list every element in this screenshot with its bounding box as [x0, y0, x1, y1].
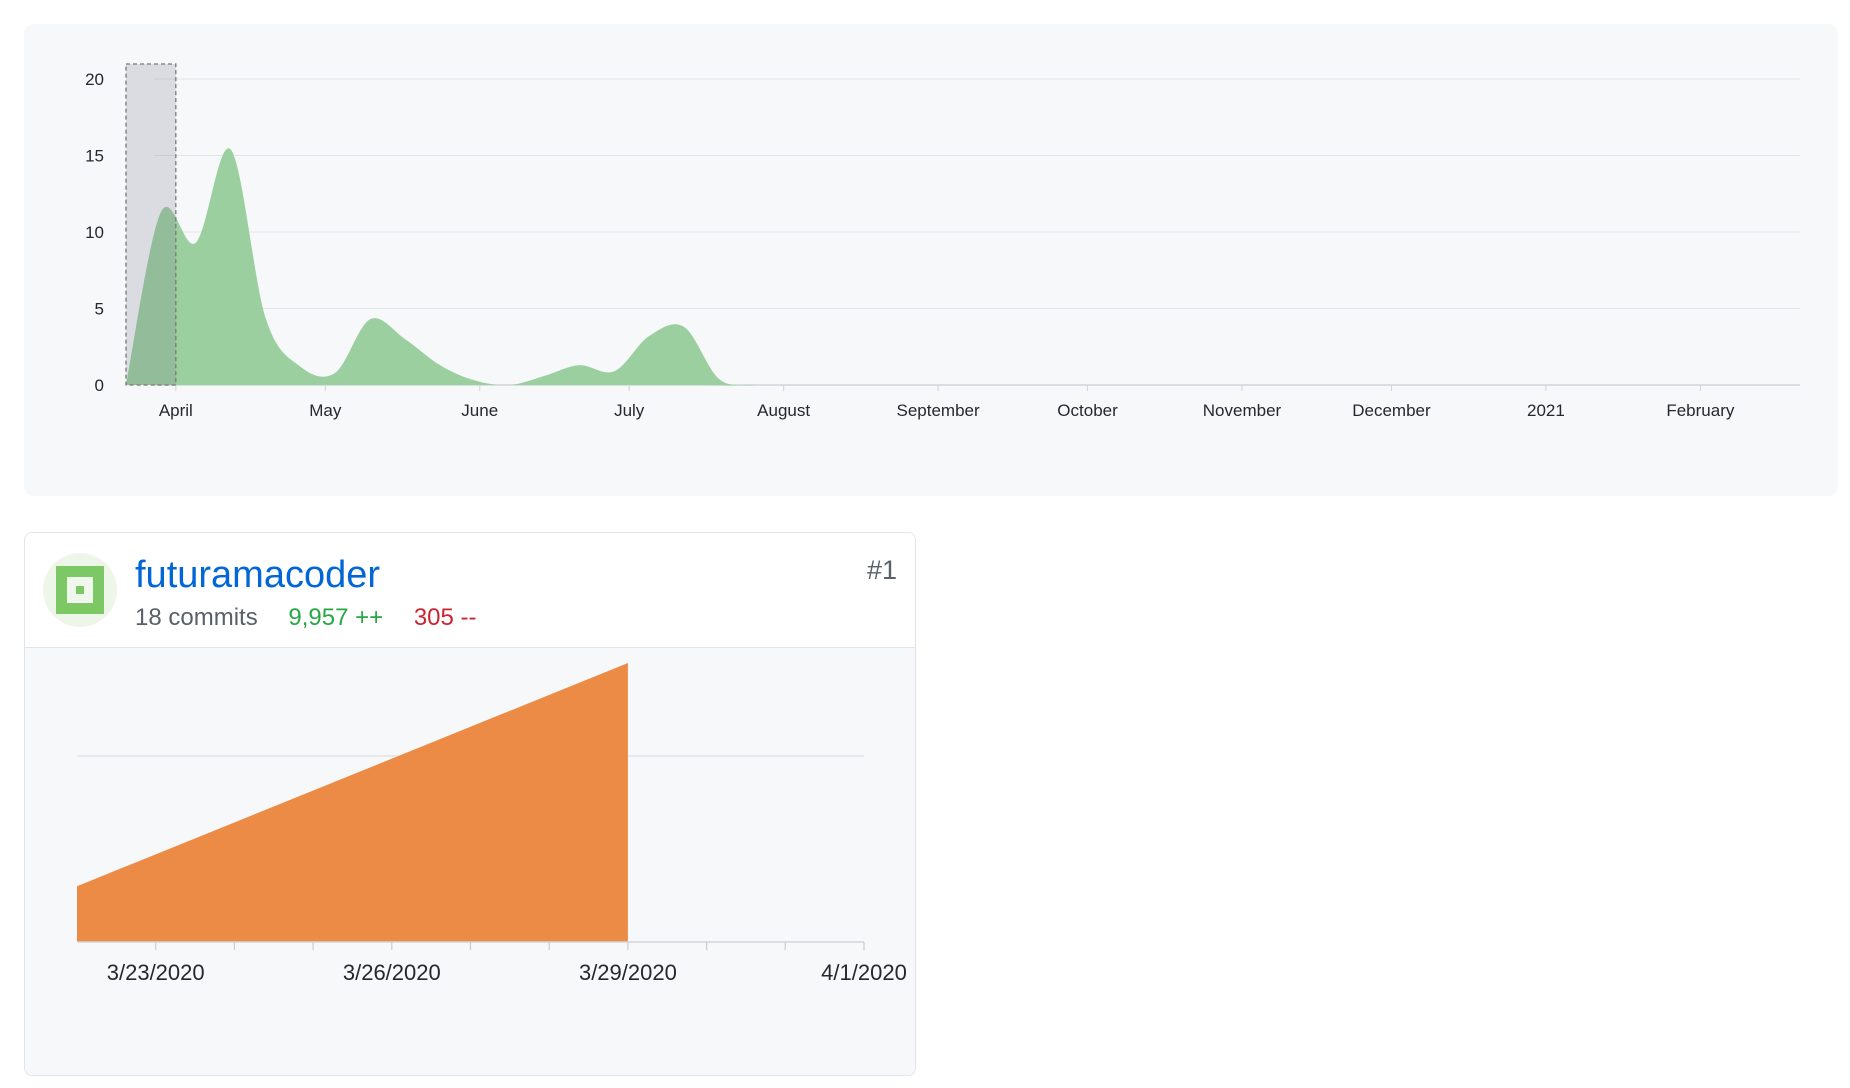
overview-x-tick-label: April: [159, 401, 193, 420]
overview-panel: 0 5 10 15 20 April May June July August September O…: [24, 24, 1838, 496]
contributor-header: futuramacoder 18 commits 9,957 ++ 305 --…: [25, 533, 915, 648]
contributor-x-tick-label: 4/1/2020: [821, 960, 907, 985]
contributor-x-tick-label: 3/26/2020: [343, 960, 441, 985]
overview-x-tick-label: October: [1057, 401, 1118, 420]
contributor-stats: 18 commits 9,957 ++ 305 --: [135, 603, 501, 633]
overview-x-tick-label: December: [1352, 401, 1431, 420]
overview-y-tick-label: 20: [85, 70, 104, 89]
overview-x-tick-label: May: [309, 401, 342, 420]
contributor-rank: #1: [866, 555, 897, 585]
identicon-icon: [56, 566, 104, 614]
contributor-card: futuramacoder 18 commits 9,957 ++ 305 --…: [24, 532, 916, 1076]
contributor-username-link[interactable]: futuramacoder: [135, 554, 381, 596]
contributor-x-tick-label: 3/23/2020: [107, 960, 205, 985]
contributor-x-tick-label: 3/29/2020: [579, 960, 677, 985]
overview-x-tick-label: August: [757, 401, 810, 420]
additions-count: 9,957 ++: [288, 604, 384, 631]
commits-count-link[interactable]: 18 commits: [135, 604, 258, 631]
overview-x-tick-label: November: [1203, 401, 1282, 420]
contributor-commits-area: [77, 663, 628, 942]
overview-chart[interactable]: 0 5 10 15 20 April May June July August September O…: [24, 24, 1838, 496]
overview-y-tick-label: 0: [95, 376, 104, 395]
overview-selection-brush[interactable]: [125, 63, 177, 386]
overview-x-tick-label: February: [1666, 401, 1735, 420]
deletions-count: 305 --: [413, 604, 477, 631]
overview-y-tick-label: 5: [95, 300, 104, 319]
overview-x-tick-label: June: [461, 401, 498, 420]
overview-x-tick-label: 2021: [1527, 401, 1565, 420]
overview-y-tick-label: 15: [85, 147, 104, 166]
contributor-chart-area: 3/23/2020 3/26/2020 3/29/2020 4/1/2020: [25, 648, 915, 1075]
overview-commits-area: [126, 148, 1796, 386]
overview-x-tick-label: September: [897, 401, 980, 420]
overview-x-tick-label: July: [614, 401, 645, 420]
avatar[interactable]: [43, 553, 117, 627]
overview-y-tick-label: 10: [85, 223, 104, 242]
contributor-chart: 3/23/2020 3/26/2020 3/29/2020 4/1/2020: [77, 663, 907, 985]
